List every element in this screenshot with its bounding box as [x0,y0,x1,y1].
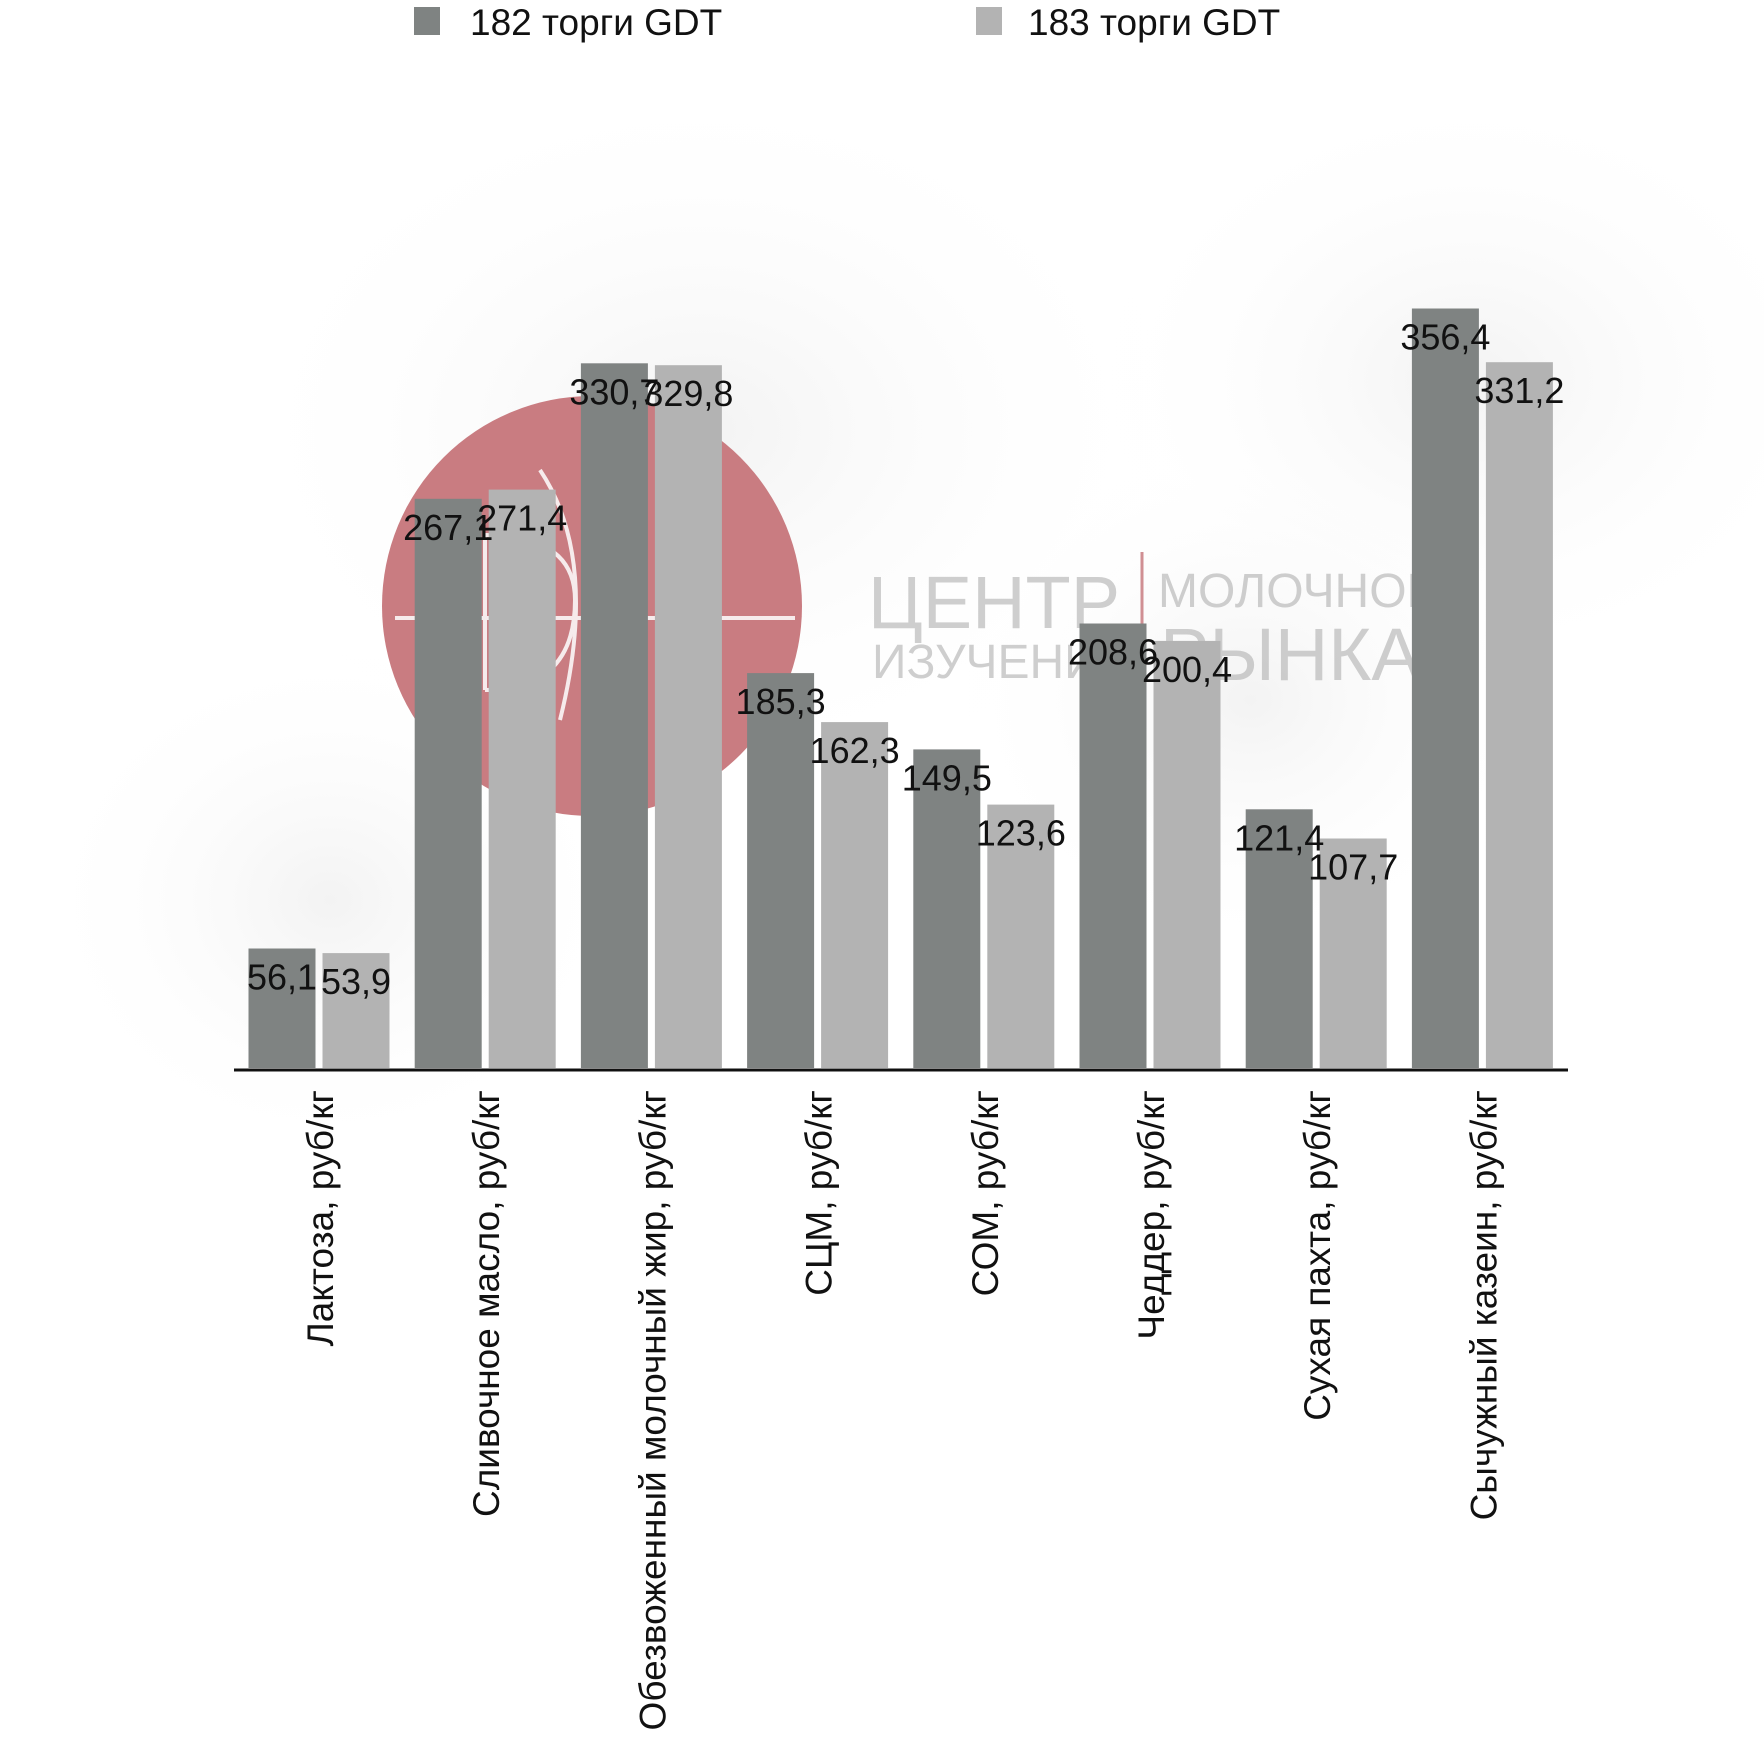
data-label-183-8: 331,2 [1474,370,1564,411]
legend-label-182: 182 торги GDT [470,2,722,43]
data-label-182-3: 330,7 [569,371,659,412]
data-label-183-7: 107,7 [1308,847,1398,888]
bar-182-8 [1411,308,1479,1068]
x-tick-label-5: СОМ, руб/кг [965,1090,1006,1296]
bar-183-2 [488,489,556,1069]
bar-183-8 [1485,362,1553,1068]
x-tick-label-6: Чеддер, руб/кг [1131,1090,1172,1340]
legend-label-183: 183 торги GDT [1028,2,1280,43]
legend: 182 торги GDT 183 торги GDT [414,2,1280,43]
data-label-182-4: 185,3 [736,681,826,722]
bar-182-3 [580,363,648,1068]
x-tick-label-4: СЦМ, руб/кг [799,1090,840,1296]
bar-183-3 [654,365,722,1068]
bar-182-6 [1079,623,1147,1068]
data-label-182-1: 56,1 [247,957,317,998]
x-tick-label-7: Сухая пахта, руб/кг [1297,1090,1338,1421]
data-label-183-3: 329,8 [643,373,733,414]
data-label-183-5: 123,6 [976,813,1066,854]
bar-182-4 [747,673,815,1068]
x-tick-label-2: Сливочное масло, руб/кг [466,1090,507,1517]
bar-183-4 [821,722,889,1068]
legend-item-183: 183 торги GDT [976,2,1280,43]
legend-swatch-183 [976,7,1002,35]
x-tick-labels-group: Лактоза, руб/кг Сливочное масло, руб/кг Об… [300,1090,1504,1730]
logo-line1-left: ЦЕНТР [868,561,1120,644]
data-label-182-5: 149,5 [902,757,992,798]
x-tick-label-8: Сычужный казеин, руб/кг [1463,1090,1504,1520]
x-tick-label-1: Лактоза, руб/кг [300,1090,341,1347]
data-label-183-6: 200,4 [1142,649,1232,690]
data-label-182-8: 356,4 [1400,317,1490,358]
bar-182-7 [1245,809,1313,1068]
bar-183-5 [987,804,1055,1068]
data-label-182-7: 121,4 [1234,817,1324,858]
data-label-183-1: 53,9 [321,961,391,1002]
x-tick-label-3: Обезвоженный молочный жир, руб/кг [632,1090,673,1730]
legend-item-182: 182 торги GDT [414,2,722,43]
bar-182-1 [248,948,316,1068]
bar-183-7 [1319,838,1387,1068]
data-label-182-6: 208,6 [1068,632,1158,673]
bar-183-6 [1153,640,1221,1068]
bar-182-2 [414,498,482,1068]
bar-182-5 [913,749,981,1068]
data-label-183-4: 162,3 [810,730,900,771]
data-label-182-2: 267,1 [403,507,493,548]
data-label-183-2: 271,4 [477,498,567,539]
legend-swatch-182 [414,7,440,35]
bars-group [248,308,1553,1069]
bar-183-1 [322,953,390,1068]
